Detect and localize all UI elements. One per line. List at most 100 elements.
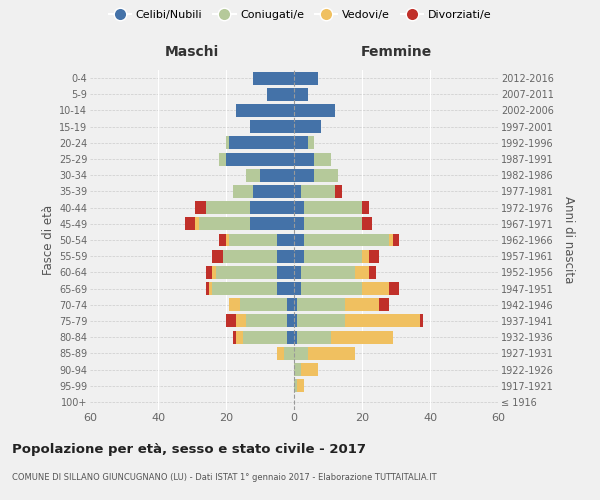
Bar <box>301 185 335 198</box>
Bar <box>294 104 335 117</box>
Bar <box>216 266 277 279</box>
Bar <box>314 152 331 166</box>
Bar <box>294 298 298 311</box>
Bar <box>260 169 294 181</box>
Bar <box>298 314 345 328</box>
Text: COMUNE DI SILLANO GIUNCUGNANO (LU) - Dati ISTAT 1° gennaio 2017 - Elaborazione T: COMUNE DI SILLANO GIUNCUGNANO (LU) - Dat… <box>12 472 437 482</box>
Bar <box>226 152 294 166</box>
Text: Femmine: Femmine <box>361 44 431 59</box>
Bar <box>298 379 304 392</box>
Bar <box>247 169 260 181</box>
Bar <box>314 169 338 181</box>
Bar <box>250 201 294 214</box>
Bar <box>420 314 423 328</box>
Bar <box>301 266 355 279</box>
Bar <box>369 266 376 279</box>
Bar <box>247 314 287 328</box>
Bar <box>185 218 196 230</box>
Bar <box>301 363 318 376</box>
Bar <box>304 250 362 262</box>
Bar <box>362 250 369 262</box>
Bar <box>294 185 301 198</box>
Text: Maschi: Maschi <box>165 44 219 59</box>
Bar <box>250 218 294 230</box>
Bar <box>294 169 314 181</box>
Bar <box>304 218 362 230</box>
Bar <box>196 218 199 230</box>
Bar <box>345 314 420 328</box>
Bar <box>219 152 226 166</box>
Bar <box>287 314 294 328</box>
Bar <box>294 347 308 360</box>
Bar <box>277 282 294 295</box>
Bar <box>294 88 308 101</box>
Bar <box>294 120 321 133</box>
Bar <box>294 234 304 246</box>
Bar <box>277 234 294 246</box>
Bar <box>294 314 298 328</box>
Bar <box>379 298 389 311</box>
Bar <box>362 201 369 214</box>
Bar <box>243 330 287 344</box>
Bar <box>304 201 362 214</box>
Bar <box>226 234 229 246</box>
Bar <box>239 298 287 311</box>
Bar <box>284 347 294 360</box>
Bar <box>298 298 345 311</box>
Bar <box>199 218 250 230</box>
Bar <box>389 234 392 246</box>
Bar <box>250 120 294 133</box>
Bar <box>229 136 294 149</box>
Bar <box>392 234 400 246</box>
Bar <box>212 282 277 295</box>
Bar <box>233 185 253 198</box>
Bar <box>294 136 308 149</box>
Bar <box>267 88 294 101</box>
Legend: Celibi/Nubili, Coniugati/e, Vedovi/e, Divorziati/e: Celibi/Nubili, Coniugati/e, Vedovi/e, Di… <box>104 6 496 25</box>
Bar <box>253 72 294 85</box>
Bar <box>369 250 379 262</box>
Bar <box>335 185 341 198</box>
Bar <box>277 347 284 360</box>
Bar <box>206 266 212 279</box>
Bar <box>308 136 314 149</box>
Bar <box>287 298 294 311</box>
Bar <box>226 136 229 149</box>
Text: Popolazione per età, sesso e stato civile - 2017: Popolazione per età, sesso e stato civil… <box>12 442 366 456</box>
Bar <box>219 234 226 246</box>
Bar <box>304 234 389 246</box>
Bar <box>236 330 243 344</box>
Bar <box>355 266 369 279</box>
Bar <box>236 314 247 328</box>
Bar <box>212 266 216 279</box>
Bar <box>277 250 294 262</box>
Bar <box>206 201 250 214</box>
Bar <box>294 363 301 376</box>
Bar <box>294 250 304 262</box>
Bar <box>212 250 223 262</box>
Bar <box>294 282 301 295</box>
Bar <box>345 298 379 311</box>
Bar <box>223 250 277 262</box>
Bar <box>294 201 304 214</box>
Bar <box>253 185 294 198</box>
Bar <box>196 201 206 214</box>
Bar <box>233 330 236 344</box>
Bar <box>294 218 304 230</box>
Bar <box>294 266 301 279</box>
Bar <box>287 330 294 344</box>
Bar <box>298 330 331 344</box>
Bar <box>206 282 209 295</box>
Bar <box>389 282 400 295</box>
Bar <box>277 266 294 279</box>
Bar <box>294 330 298 344</box>
Bar <box>362 218 372 230</box>
Bar <box>294 152 314 166</box>
Bar <box>362 282 389 295</box>
Bar <box>308 347 355 360</box>
Y-axis label: Fasce di età: Fasce di età <box>41 205 55 275</box>
Bar <box>236 104 294 117</box>
Bar <box>331 330 392 344</box>
Bar <box>229 234 277 246</box>
Bar <box>294 379 298 392</box>
